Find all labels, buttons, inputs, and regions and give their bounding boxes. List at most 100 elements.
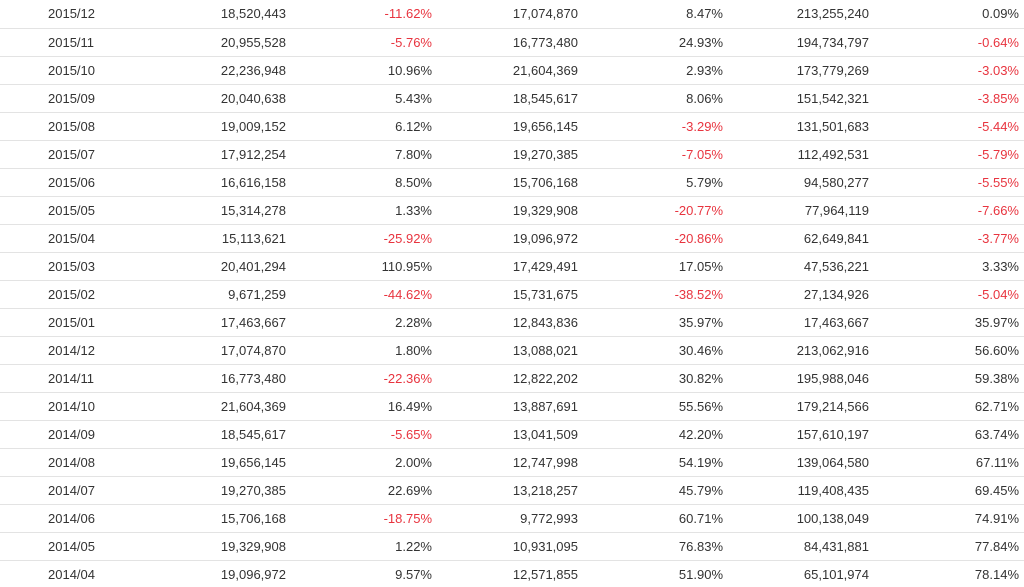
table-row: 2014/12 17,074,870 1.80% 13,088,021 30.46% 21… — [0, 336, 1024, 365]
table-row: 2015/10 22,236,948 10.96% 21,604,369 2.93% 17… — [0, 56, 1024, 85]
cumulative-yoy-change-cell: -5.79% — [874, 140, 1024, 169]
cumulative-revenue-cell: 157,610,197 — [728, 420, 874, 449]
table-row: 2014/06 15,706,168 -18.75% 9,772,993 60.71% 1… — [0, 504, 1024, 533]
monthly-revenue-cell: 20,040,638 — [148, 84, 291, 113]
cumulative-yoy-change-cell: 62.71% — [874, 392, 1024, 421]
yoy-change-cell: 42.20% — [583, 420, 728, 449]
month-cell: 2014/05 — [0, 532, 148, 561]
cumulative-yoy-change-cell: 3.33% — [874, 252, 1024, 281]
cumulative-yoy-change-cell: 77.84% — [874, 532, 1024, 561]
cumulative-revenue-cell: 62,649,841 — [728, 224, 874, 253]
mom-change-cell: -11.62% — [291, 0, 437, 29]
table-row: 2015/01 17,463,667 2.28% 12,843,836 35.97% 17… — [0, 308, 1024, 337]
yoy-change-cell: -38.52% — [583, 280, 728, 309]
mom-change-cell: 7.80% — [291, 140, 437, 169]
prior-year-revenue-cell: 10,931,095 — [437, 532, 583, 561]
mom-change-cell: 8.50% — [291, 168, 437, 197]
table-row: 2014/09 18,545,617 -5.65% 13,041,509 42.20% 1… — [0, 420, 1024, 449]
cumulative-revenue-cell: 173,779,269 — [728, 56, 874, 85]
table-row: 2015/12 18,520,443 -11.62% 17,074,870 8.47% 2… — [0, 0, 1024, 29]
mom-change-cell: 1.80% — [291, 336, 437, 365]
month-cell: 2015/01 — [0, 308, 148, 337]
table-row: 2015/08 19,009,152 6.12% 19,656,145 -3.29% 13… — [0, 112, 1024, 141]
cumulative-revenue-cell: 27,134,926 — [728, 280, 874, 309]
monthly-revenue-cell: 17,074,870 — [148, 336, 291, 365]
table-row: 2015/02 9,671,259 -44.62% 15,731,675 -38.52%… — [0, 280, 1024, 309]
cumulative-revenue-cell: 213,255,240 — [728, 0, 874, 29]
cumulative-revenue-cell: 151,542,321 — [728, 84, 874, 113]
yoy-change-cell: 5.79% — [583, 168, 728, 197]
cumulative-yoy-change-cell: 59.38% — [874, 364, 1024, 393]
yoy-change-cell: 30.46% — [583, 336, 728, 365]
month-cell: 2015/11 — [0, 28, 148, 57]
prior-year-revenue-cell: 19,656,145 — [437, 112, 583, 141]
cumulative-revenue-cell: 65,101,974 — [728, 560, 874, 587]
yoy-change-cell: -3.29% — [583, 112, 728, 141]
cumulative-yoy-change-cell: 74.91% — [874, 504, 1024, 533]
prior-year-revenue-cell: 13,218,257 — [437, 476, 583, 505]
cumulative-yoy-change-cell: -5.04% — [874, 280, 1024, 309]
monthly-revenue-cell: 19,096,972 — [148, 560, 291, 587]
month-cell: 2014/12 — [0, 336, 148, 365]
month-cell: 2014/10 — [0, 392, 148, 421]
cumulative-revenue-cell: 195,988,046 — [728, 364, 874, 393]
mom-change-cell: 22.69% — [291, 476, 437, 505]
cumulative-yoy-change-cell: -3.85% — [874, 84, 1024, 113]
cumulative-revenue-cell: 77,964,119 — [728, 196, 874, 225]
mom-change-cell: 2.00% — [291, 448, 437, 477]
cumulative-revenue-cell: 119,408,435 — [728, 476, 874, 505]
cumulative-revenue-cell: 94,580,277 — [728, 168, 874, 197]
mom-change-cell: -5.76% — [291, 28, 437, 57]
table-row: 2015/05 15,314,278 1.33% 19,329,908 -20.77% 7… — [0, 196, 1024, 225]
month-cell: 2015/02 — [0, 280, 148, 309]
cumulative-yoy-change-cell: 35.97% — [874, 308, 1024, 337]
monthly-revenue-cell: 19,329,908 — [148, 532, 291, 561]
monthly-revenue-cell: 18,520,443 — [148, 0, 291, 29]
month-cell: 2014/04 — [0, 560, 148, 587]
cumulative-revenue-cell: 139,064,580 — [728, 448, 874, 477]
cumulative-yoy-change-cell: 63.74% — [874, 420, 1024, 449]
mom-change-cell: -18.75% — [291, 504, 437, 533]
yoy-change-cell: -7.05% — [583, 140, 728, 169]
yoy-change-cell: -20.77% — [583, 196, 728, 225]
mom-change-cell: 5.43% — [291, 84, 437, 113]
prior-year-revenue-cell: 13,088,021 — [437, 336, 583, 365]
prior-year-revenue-cell: 9,772,993 — [437, 504, 583, 533]
table-row: 2015/09 20,040,638 5.43% 18,545,617 8.06% 151… — [0, 84, 1024, 113]
table-row: 2014/10 21,604,369 16.49% 13,887,691 55.56% 1… — [0, 392, 1024, 421]
cumulative-revenue-cell: 17,463,667 — [728, 308, 874, 337]
monthly-revenue-cell: 9,671,259 — [148, 280, 291, 309]
monthly-revenue-cell: 16,616,158 — [148, 168, 291, 197]
cumulative-revenue-cell: 179,214,566 — [728, 392, 874, 421]
yoy-change-cell: 60.71% — [583, 504, 728, 533]
mom-change-cell: -5.65% — [291, 420, 437, 449]
yoy-change-cell: 54.19% — [583, 448, 728, 477]
yoy-change-cell: 30.82% — [583, 364, 728, 393]
month-cell: 2015/05 — [0, 196, 148, 225]
yoy-change-cell: 76.83% — [583, 532, 728, 561]
yoy-change-cell: 8.47% — [583, 0, 728, 29]
month-cell: 2015/08 — [0, 112, 148, 141]
prior-year-revenue-cell: 13,041,509 — [437, 420, 583, 449]
yoy-change-cell: 8.06% — [583, 84, 728, 113]
prior-year-revenue-cell: 21,604,369 — [437, 56, 583, 85]
mom-change-cell: 110.95% — [291, 252, 437, 281]
yoy-change-cell: 51.90% — [583, 560, 728, 587]
cumulative-revenue-cell: 112,492,531 — [728, 140, 874, 169]
cumulative-yoy-change-cell: -7.66% — [874, 196, 1024, 225]
monthly-revenue-cell: 20,955,528 — [148, 28, 291, 57]
prior-year-revenue-cell: 15,731,675 — [437, 280, 583, 309]
mom-change-cell: 2.28% — [291, 308, 437, 337]
monthly-revenue-cell: 20,401,294 — [148, 252, 291, 281]
monthly-revenue-cell: 18,545,617 — [148, 420, 291, 449]
yoy-change-cell: 24.93% — [583, 28, 728, 57]
cumulative-revenue-cell: 84,431,881 — [728, 532, 874, 561]
yoy-change-cell: 2.93% — [583, 56, 728, 85]
month-cell: 2015/07 — [0, 140, 148, 169]
month-cell: 2015/06 — [0, 168, 148, 197]
table-row: 2014/05 19,329,908 1.22% 10,931,095 76.83% 84… — [0, 532, 1024, 561]
table-row: 2015/11 20,955,528 -5.76% 16,773,480 24.93% 1… — [0, 28, 1024, 57]
table-row: 2015/07 17,912,254 7.80% 19,270,385 -7.05% 11… — [0, 140, 1024, 169]
